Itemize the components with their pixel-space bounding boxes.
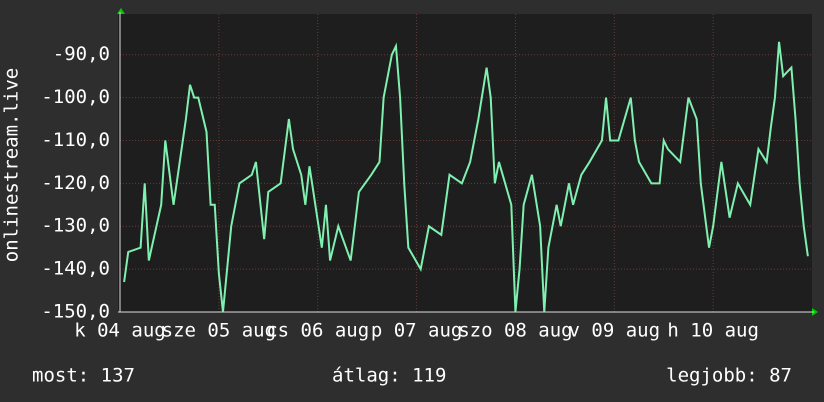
data-line (123, 41, 809, 313)
axis-arrow (117, 8, 125, 14)
x-tick-label: v 09 aug (569, 320, 661, 342)
x-tick-label: k 04 aug (74, 320, 166, 342)
stat-current: most: 137 (32, 365, 135, 387)
y-tick-label: -140,0 (41, 258, 110, 280)
axis-arrow (812, 308, 818, 316)
y-tick-label: -130,0 (41, 215, 110, 237)
x-tick-label: sze 05 aug (162, 320, 276, 342)
y-tick-label: -120,0 (41, 172, 110, 194)
stat-average: átlag: 119 (332, 365, 446, 387)
y-tick-label: -90,0 (53, 43, 110, 65)
y-tick-label: -150,0 (41, 301, 110, 323)
y-tick-label: -100,0 (41, 86, 110, 108)
stat-max: legjobb: 87 (666, 365, 792, 387)
y-tick-label: -110,0 (41, 129, 110, 151)
x-tick-label: p 07 aug (371, 320, 463, 342)
x-tick-label: h 10 aug (667, 320, 759, 342)
y-axis-label: onlinestream.live (1, 68, 23, 262)
x-tick-label: cs 06 aug (266, 320, 369, 342)
x-tick-label: szo 08 aug (458, 320, 572, 342)
plot-area (118, 14, 812, 312)
